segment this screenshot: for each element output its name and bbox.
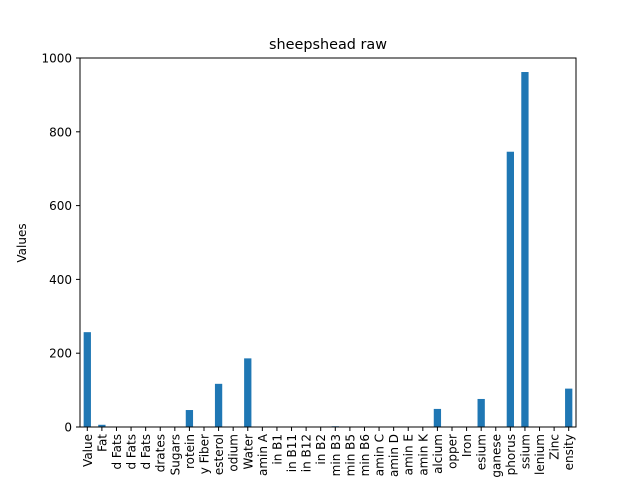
x-tick-label-8: y Fiber bbox=[198, 434, 212, 474]
x-tick-label-21: amin D bbox=[387, 434, 401, 477]
chart-title: sheepshead raw bbox=[269, 37, 387, 53]
x-tick-label-12: amin A bbox=[256, 433, 270, 476]
x-tick-label-26: Iron bbox=[460, 434, 474, 457]
x-tick-label-0: Value bbox=[81, 434, 95, 467]
y-tick-label-2: 400 bbox=[49, 273, 72, 287]
bar-29 bbox=[506, 151, 514, 428]
x-tick-label-3: d Fats bbox=[125, 434, 139, 470]
x-tick-label-32: Zinc bbox=[548, 434, 562, 460]
bar-7 bbox=[185, 410, 194, 427]
bar-11 bbox=[244, 358, 252, 427]
x-tick-label-17: min B3 bbox=[329, 434, 343, 476]
x-tick-label-11: Water bbox=[241, 434, 255, 470]
x-tick-label-31: lenium bbox=[533, 434, 547, 475]
x-tick-label-16: in B2 bbox=[314, 434, 328, 465]
x-tick-label-6: Sugars bbox=[168, 434, 182, 475]
bar-27 bbox=[477, 398, 485, 427]
bars-group bbox=[83, 72, 573, 428]
y-tick-label-1: 200 bbox=[49, 347, 72, 361]
y-tick-label-0: 0 bbox=[64, 421, 72, 435]
x-tick-label-29: phorus bbox=[504, 434, 518, 475]
x-tick-label-7: rotein bbox=[183, 434, 197, 469]
bar-0 bbox=[83, 332, 91, 427]
x-tick-label-14: in B11 bbox=[285, 434, 299, 472]
x-tick-label-23: amin K bbox=[416, 433, 430, 476]
x-tick-label-28: ganese bbox=[489, 434, 503, 478]
x-tick-label-20: amin C bbox=[373, 434, 387, 476]
bar-9 bbox=[214, 383, 223, 427]
y-ticks-group: 0 200 400 600 800 1000 bbox=[41, 52, 80, 435]
y-tick-label-4: 800 bbox=[49, 125, 72, 139]
x-tick-label-1: Fat bbox=[95, 434, 109, 452]
x-tick-label-30: ssium bbox=[518, 434, 532, 469]
x-tick-label-10: odium bbox=[227, 434, 241, 472]
bar-1 bbox=[98, 424, 106, 427]
x-tick-label-25: opper bbox=[446, 434, 460, 469]
x-tick-label-4: d Fats bbox=[139, 434, 153, 470]
bar-24 bbox=[433, 408, 442, 427]
bar-30 bbox=[521, 72, 529, 428]
x-tick-label-13: in B1 bbox=[270, 434, 284, 465]
y-axis-label: Values bbox=[15, 223, 29, 262]
x-tick-label-9: esterol bbox=[212, 434, 226, 475]
x-tick-label-24: alcium bbox=[431, 434, 445, 474]
x-tick-label-19: min B6 bbox=[358, 434, 372, 476]
bar-33 bbox=[565, 388, 573, 427]
y-tick-label-5: 1000 bbox=[41, 52, 72, 66]
x-tick-label-33: ensity bbox=[562, 434, 576, 470]
x-ticks-group: Value Fat d Fats d Fats d Fats drates Sugars ro… bbox=[81, 427, 576, 478]
x-tick-label-27: esium bbox=[475, 434, 489, 470]
x-tick-label-15: in B12 bbox=[300, 434, 314, 472]
x-tick-label-2: d Fats bbox=[110, 434, 124, 470]
x-tick-label-18: min B5 bbox=[343, 434, 357, 476]
x-tick-label-5: drates bbox=[154, 434, 168, 472]
y-tick-label-3: 600 bbox=[49, 199, 72, 213]
plot-frame bbox=[79, 57, 577, 428]
x-tick-label-22: amin E bbox=[402, 434, 416, 475]
